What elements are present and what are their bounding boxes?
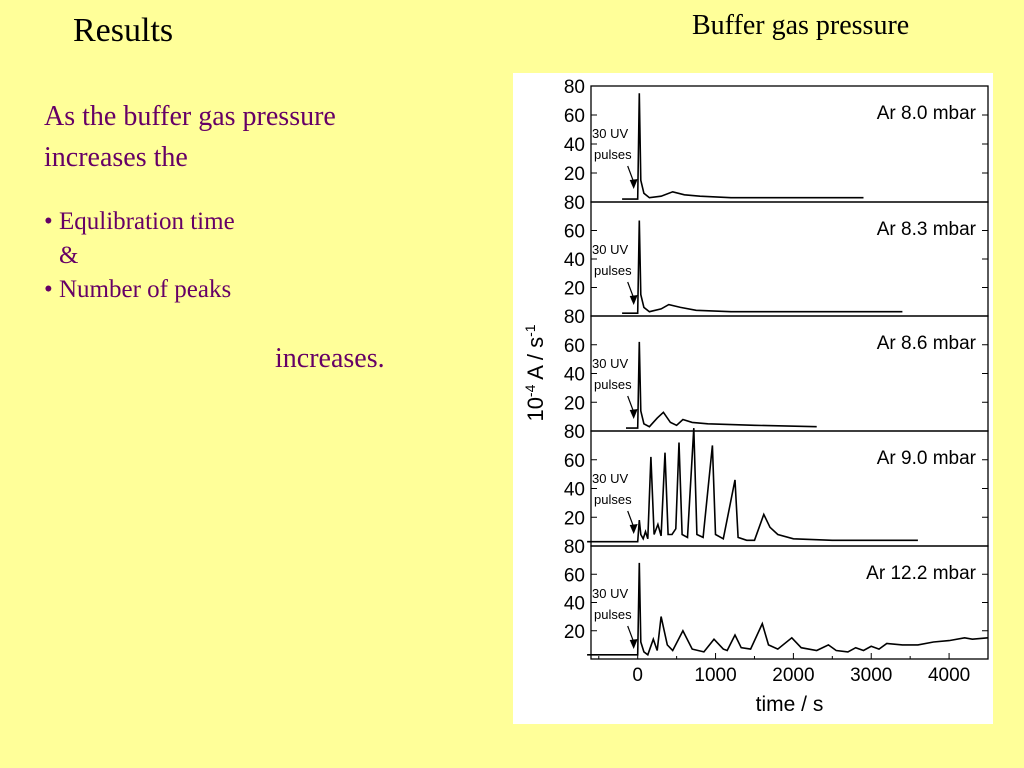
annotation-label-2: pulses	[594, 263, 632, 278]
x-tick-label: 4000	[928, 665, 970, 686]
series-line	[587, 428, 918, 543]
annotation-label-1: 30 UV	[592, 126, 628, 141]
y-tick-label: 20	[564, 508, 585, 529]
series-label: Ar 8.0 mbar	[877, 103, 977, 124]
y-tick-label: 60	[564, 451, 585, 472]
annotation-label-1: 30 UV	[592, 356, 628, 371]
y-tick-label: 20	[564, 279, 585, 300]
y-tick-label: 40	[564, 480, 585, 501]
series-label: Ar 12.2 mbar	[866, 563, 976, 584]
y-tick-label: 20	[564, 164, 585, 185]
annotation-arrowhead	[629, 639, 638, 649]
y-tick-label: 80	[564, 307, 585, 328]
y-tick-label: 60	[564, 336, 585, 357]
annotation-arrowhead	[629, 179, 638, 189]
y-tick-label: 60	[564, 222, 585, 243]
bullet-list: • Equlibration time & • Number of peaks	[44, 205, 235, 307]
annotation-label-2: pulses	[594, 492, 632, 507]
annotation-arrow	[627, 395, 635, 413]
chart-panel: 20 40 60 80 Ar 8.0 mbar 30 UV pulses 20 40 60 80 Ar…	[513, 73, 993, 724]
y-tick-label: 40	[564, 365, 585, 386]
annotation-arrow	[627, 281, 635, 299]
y-tick-label: 40	[564, 250, 585, 271]
annotation-arrowhead	[629, 524, 638, 534]
x-tick-label: 1000	[694, 665, 736, 686]
stacked-line-chart: 20 40 60 80 Ar 8.0 mbar 30 UV pulses 20 40 60 80 Ar…	[522, 77, 989, 716]
y-tick-label: 60	[564, 565, 585, 586]
bullet-ampersand: &	[59, 242, 79, 269]
slide-title: Results	[73, 12, 174, 49]
series-label: Ar 8.6 mbar	[877, 333, 977, 354]
annotation-label-2: pulses	[594, 147, 632, 162]
y-tick-label: 40	[564, 594, 585, 615]
intro-line-2: increases the	[44, 142, 188, 173]
bullet-peaks: • Number of peaks	[44, 276, 232, 303]
annotation-arrowhead	[629, 295, 638, 305]
series-label: Ar 8.3 mbar	[877, 219, 977, 240]
annotation-arrowhead	[629, 409, 638, 419]
y-tick-label: 80	[564, 193, 585, 214]
annotation-label-1: 30 UV	[592, 471, 628, 486]
slide-subtitle: Buffer gas pressure	[692, 10, 910, 41]
intro-text: As the buffer gas pressure increases the	[44, 96, 444, 178]
series-line	[587, 562, 989, 657]
y-tick-label: 20	[564, 622, 585, 643]
intro-line-1: As the buffer gas pressure	[44, 101, 336, 132]
conclusion-text: increases.	[275, 343, 385, 374]
annotation-arrow	[627, 165, 635, 183]
bullet-equilibration: • Equlibration time	[44, 208, 235, 235]
y-tick-label: 80	[564, 77, 585, 98]
annotation-arrow	[627, 625, 635, 643]
y-axis-label: 10-4 A / s-1	[522, 324, 548, 421]
annotation-label-1: 30 UV	[592, 242, 628, 257]
y-tick-label: 80	[564, 422, 585, 443]
x-axis-label: time / s	[756, 693, 824, 716]
y-tick-label: 40	[564, 135, 585, 156]
x-tick-label: 3000	[850, 665, 892, 686]
y-tick-label: 20	[564, 393, 585, 414]
annotation-label-2: pulses	[594, 607, 632, 622]
series-line	[622, 220, 903, 314]
series-line	[626, 341, 817, 429]
series-label: Ar 9.0 mbar	[877, 448, 977, 469]
x-tick-label: 2000	[772, 665, 814, 686]
series-line	[622, 93, 864, 200]
y-tick-label: 60	[564, 106, 585, 127]
y-tick-label: 80	[564, 537, 585, 558]
annotation-label-2: pulses	[594, 377, 632, 392]
x-tick-label: 0	[632, 665, 643, 686]
annotation-arrow	[627, 510, 635, 528]
annotation-label-1: 30 UV	[592, 586, 628, 601]
